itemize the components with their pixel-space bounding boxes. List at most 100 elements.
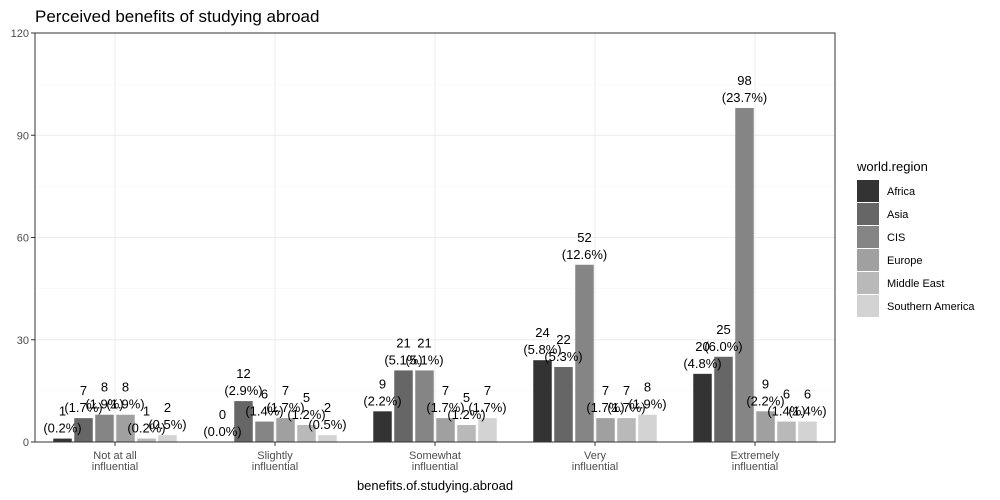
bar-percent-label: (1.4%)	[788, 404, 826, 419]
bar-value-label: 8	[122, 380, 129, 395]
bar	[276, 418, 295, 442]
bar	[533, 360, 552, 442]
bar-value-label: 7	[602, 383, 609, 398]
x-tick-label: Slightly	[257, 450, 293, 462]
legend-entry-label: Middle East	[887, 278, 944, 290]
bar	[318, 435, 337, 442]
y-tick-label: 0	[23, 437, 29, 449]
legend-entry-label: CIS	[887, 232, 905, 244]
bar	[297, 424, 316, 442]
x-axis: Not at allinfluentialSlightlyinfluential…	[92, 442, 780, 473]
bar	[756, 411, 775, 442]
bar-value-label: 6	[804, 387, 811, 402]
bar-value-label: 24	[535, 325, 549, 340]
x-tick-label: influential	[412, 461, 458, 473]
bar-percent-label: (0.0%)	[203, 424, 241, 439]
bar-percent-label: (1.2%)	[447, 407, 485, 422]
bar	[777, 421, 796, 442]
bar	[394, 370, 413, 442]
bar	[617, 418, 636, 442]
bar-value-label: 1	[143, 404, 150, 419]
x-axis-title: benefits.of.studying.abroad	[357, 478, 513, 493]
bar-percent-label: (2.9%)	[224, 383, 262, 398]
bar	[554, 367, 573, 442]
bar-value-label: 2	[324, 400, 331, 415]
bar-percent-label: (1.9%)	[85, 397, 123, 412]
data-labels: 1(0.2%)0(0.0%)9(2.2%)24(5.8%) 20(4.8%)7(1…	[43, 73, 826, 439]
bar	[798, 421, 817, 442]
bar-value-label: 6	[783, 387, 790, 402]
bar-percent-label: (4.8%)	[683, 356, 721, 371]
bar-percent-label: (0.2%)	[127, 421, 165, 436]
bar-value-label: 7	[282, 383, 289, 398]
x-tick-label: Extremely	[731, 450, 780, 462]
bar-value-label: 6	[261, 387, 268, 402]
y-axis: 0 30 60 90 120	[11, 28, 35, 449]
x-tick-label: Somewhat	[409, 450, 461, 462]
bar-percent-label: (1.7%)	[64, 400, 102, 415]
bar	[116, 414, 135, 442]
bar-percent-label: (1.7%)	[266, 400, 304, 415]
bar-value-label: 8	[101, 380, 108, 395]
bar	[575, 264, 594, 442]
bar-percent-label: (5.1%)	[405, 352, 443, 367]
legend-swatch	[857, 295, 879, 317]
legend-entry-label: Africa	[887, 186, 916, 198]
x-tick-label: Not at all	[93, 450, 136, 462]
bar	[638, 414, 657, 442]
legend-swatch	[857, 226, 879, 248]
bar-percent-label: (1.9%)	[106, 397, 144, 412]
legend-swatch	[857, 249, 879, 271]
bar-value-label: 7	[484, 383, 491, 398]
x-tick-label: influential	[732, 461, 778, 473]
bar-percent-label: (5.1%)	[384, 352, 422, 367]
x-tick-label: Very	[584, 450, 607, 462]
legend-swatch	[857, 272, 879, 294]
x-tick-label: influential	[252, 461, 298, 473]
bar-percent-label: (0.5%)	[308, 417, 346, 432]
bar-value-label: 25	[716, 322, 730, 337]
bar-value-label: 20	[695, 339, 709, 354]
y-tick-label: 90	[17, 130, 29, 142]
bar-value-label: 5	[303, 390, 310, 405]
bar-percent-label: (12.6%)	[562, 247, 608, 262]
bar-percent-label: (6.0%)	[704, 339, 742, 354]
legend-entry-label: Asia	[887, 209, 909, 221]
bar-value-label: 22	[556, 332, 570, 347]
bar-value-label: 9	[762, 376, 769, 391]
chart-title: Perceived benefits of studying abroad	[35, 7, 319, 26]
bar	[415, 370, 434, 442]
bar-value-label: 21	[396, 335, 410, 350]
bar	[95, 414, 114, 442]
bar	[74, 418, 93, 442]
bar-percent-label: (1.7%)	[586, 400, 624, 415]
legend-swatch	[857, 203, 879, 225]
legend-entry-label: Southern America	[887, 301, 975, 313]
bar	[693, 373, 712, 442]
bars	[53, 107, 817, 442]
legend-title: world.region	[856, 159, 928, 174]
bar-value-label: 12	[236, 366, 250, 381]
bar-percent-label: (5.3%)	[544, 349, 582, 364]
bar-percent-label: (2.2%)	[363, 393, 401, 408]
bar	[137, 438, 156, 442]
bar	[596, 418, 615, 442]
bar-value-label: 5	[463, 390, 470, 405]
bar-value-label: 52	[577, 230, 591, 245]
bar-value-label: 1	[59, 404, 66, 419]
bar-value-label: 7	[80, 383, 87, 398]
bar-percent-label: (1.7%)	[426, 400, 464, 415]
bar-percent-label: (2.2%)	[746, 393, 784, 408]
bar-value-label: 21	[417, 335, 431, 350]
legend-entry-label: Europe	[887, 255, 922, 267]
bar	[478, 418, 497, 442]
bar-percent-label: (23.7%)	[722, 90, 768, 105]
bar-percent-label: (1.9%)	[628, 397, 666, 412]
bar-percent-label: (0.5%)	[148, 417, 186, 432]
bar-percent-label: (1.4%)	[767, 404, 805, 419]
bar-value-label: 8	[644, 380, 651, 395]
bar	[255, 421, 274, 442]
y-tick-label: 30	[17, 335, 29, 347]
bar	[735, 107, 754, 442]
bar-value-label: 2	[164, 400, 171, 415]
